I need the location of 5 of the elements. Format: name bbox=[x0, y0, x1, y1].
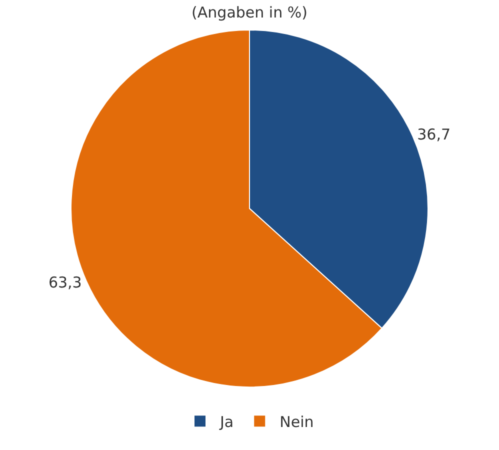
chart-title: (Angaben in %) bbox=[192, 3, 308, 22]
legend-label: Ja bbox=[219, 412, 234, 431]
data-label: 36,7 bbox=[417, 126, 451, 144]
data-label: 63,3 bbox=[48, 273, 82, 292]
legend-label: Nein bbox=[280, 412, 314, 431]
